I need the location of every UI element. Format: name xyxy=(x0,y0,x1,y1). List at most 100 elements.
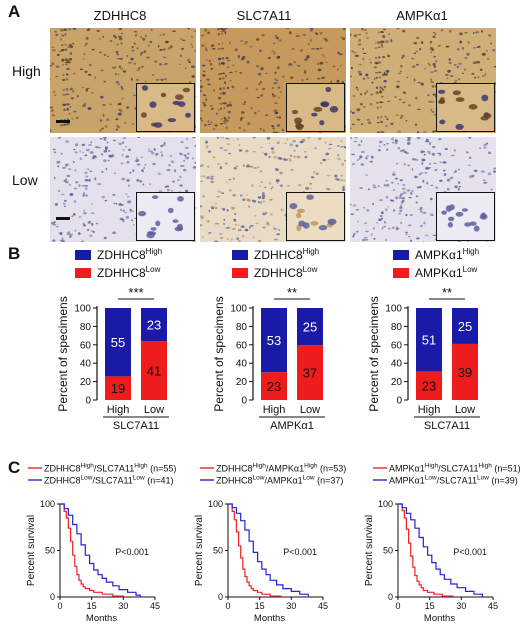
bar-segment-low xyxy=(416,371,442,400)
y-tick-label: 80 xyxy=(236,322,248,333)
legend-label: ZDHHC8High/SLC7A11High (n=55) xyxy=(44,463,176,474)
y-tick-label: 50 xyxy=(383,546,393,556)
survival-curve xyxy=(228,503,282,597)
category-label: High xyxy=(263,404,286,416)
legend-label: ZDHHC8High/AMPKα1High (n=53) xyxy=(216,463,346,474)
ihc-inset-zoom xyxy=(436,192,495,241)
legend-label: AMPKα1High xyxy=(415,247,479,262)
survival-curves: ZDHHC8High/SLC7A11High (n=55)ZDHHC8Low/S… xyxy=(26,463,521,625)
y-tick-label: 60 xyxy=(391,340,403,351)
x-axis-label: AMPKα1 xyxy=(270,420,314,432)
ihc-row-label-low: Low xyxy=(12,172,38,188)
y-tick-label: 80 xyxy=(80,322,92,333)
bar-segment-low xyxy=(452,343,478,400)
ihc-tile-low-3 xyxy=(350,137,496,242)
x-tick-label: 0 xyxy=(57,601,62,611)
bar-chart-1: ZDHHC8High ZDHHC8Low 0 20 40 60 80 100 Percent o… xyxy=(56,247,169,432)
bar-segment-low xyxy=(261,372,287,400)
bar-segment-high xyxy=(141,308,167,342)
bar-value-low: 19 xyxy=(111,381,125,396)
x-tick-label: 15 xyxy=(87,601,97,611)
y-tick-label: 0 xyxy=(241,396,247,407)
ihc-col-title-zdhhc8: ZDHHC8 xyxy=(93,8,147,23)
x-tick-label: 0 xyxy=(225,601,230,611)
significance-stars: ** xyxy=(442,285,452,300)
p-value-annotation: P<0.001 xyxy=(283,547,317,557)
panel-b-letter: B xyxy=(8,244,21,263)
significance-stars: ** xyxy=(287,285,297,300)
ihc-tile-low-2 xyxy=(200,137,346,242)
p-value-annotation: P<0.001 xyxy=(115,547,149,557)
bar-value-low: 23 xyxy=(267,379,281,394)
survival-curve xyxy=(228,503,309,597)
y-tick-label: 0 xyxy=(50,592,55,602)
survival-chart-1: ZDHHC8High/SLC7A11High (n=55)ZDHHC8Low/S… xyxy=(26,463,176,625)
legend-swatch xyxy=(75,268,91,278)
legend-label: ZDHHC8Low/AMPKα1Low (n=37) xyxy=(216,475,343,486)
ihc-inset-zoom xyxy=(136,83,195,132)
legend-label: ZDHHC8High xyxy=(254,247,319,262)
bar-chart-2: ZDHHC8High ZDHHC8Low 0 20 40 60 80 100 Percent o… xyxy=(212,247,325,432)
x-axis-label: SLC7A11 xyxy=(113,420,159,432)
legend-swatch xyxy=(393,268,409,278)
bar-value-high: 53 xyxy=(267,333,281,348)
legend-swatch xyxy=(232,250,248,260)
y-tick-label: 100 xyxy=(378,499,393,509)
legend-swatch xyxy=(75,250,91,260)
bar-value-high: 23 xyxy=(147,318,161,333)
y-tick-label: 100 xyxy=(208,499,223,509)
legend-label: ZDHHC8Low xyxy=(97,265,161,280)
bar-segment-high xyxy=(452,308,478,344)
stacked-bar-charts: ZDHHC8High ZDHHC8Low 0 20 40 60 80 100 Percent o… xyxy=(56,247,480,432)
survival-curve xyxy=(398,503,454,597)
survival-curve xyxy=(60,503,141,597)
y-tick-label: 20 xyxy=(236,377,248,388)
bar-value-high: 25 xyxy=(458,319,472,334)
bar-value-low: 39 xyxy=(458,365,472,380)
y-axis-label: Percent survival xyxy=(364,515,375,586)
ihc-tile-high-1 xyxy=(50,28,196,133)
legend-label: ZDHHC8High xyxy=(97,247,162,262)
y-tick-label: 40 xyxy=(80,359,92,370)
ihc-inset-zoom xyxy=(136,192,195,241)
x-axis-label: Months xyxy=(86,613,117,624)
x-axis-label: Months xyxy=(254,613,285,624)
category-label: Low xyxy=(144,404,164,416)
bar-segment-high xyxy=(416,308,442,372)
bar-value-high: 51 xyxy=(422,333,436,348)
category-label: High xyxy=(107,404,130,416)
ihc-inset-zoom xyxy=(286,83,345,132)
scale-bar xyxy=(56,217,70,220)
y-axis-label: Percent of specimens xyxy=(212,296,226,411)
survival-chart-3: AMPKα1High/SLC7A11High (n=51)AMPKα1Low/S… xyxy=(364,463,521,625)
survival-curve xyxy=(60,503,124,597)
x-tick-label: 30 xyxy=(456,601,466,611)
ihc-row-label-high: High xyxy=(12,63,41,79)
y-tick-label: 100 xyxy=(385,304,402,315)
bar-segment-low xyxy=(105,376,131,400)
x-tick-label: 15 xyxy=(255,601,265,611)
y-axis-label: Percent survival xyxy=(26,515,37,586)
y-tick-label: 20 xyxy=(80,377,92,388)
legend-label: ZDHHC8Low/SLC7A11Low (n=41) xyxy=(44,475,174,486)
ihc-tile-high-3 xyxy=(350,28,496,133)
panel-c-letter: C xyxy=(8,458,21,477)
legend-label: ZDHHC8Low xyxy=(254,265,318,280)
x-tick-label: 0 xyxy=(395,601,400,611)
x-tick-label: 30 xyxy=(118,601,128,611)
panel-a-letter: A xyxy=(8,2,21,21)
legend-swatch xyxy=(393,250,409,260)
y-tick-label: 40 xyxy=(236,359,248,370)
ihc-inset-zoom xyxy=(436,83,495,132)
bar-segment-low xyxy=(141,341,167,400)
category-label: High xyxy=(418,404,441,416)
bar-value-high: 25 xyxy=(303,320,317,335)
bar-segment-high xyxy=(105,308,131,377)
ihc-col-title-ampka1: AMPKα1 xyxy=(396,8,448,23)
x-tick-label: 15 xyxy=(425,601,435,611)
p-value-annotation: P<0.001 xyxy=(453,547,487,557)
x-tick-label: 45 xyxy=(318,601,328,611)
x-tick-label: 45 xyxy=(488,601,498,611)
y-tick-label: 40 xyxy=(391,359,403,370)
y-tick-label: 80 xyxy=(391,322,403,333)
